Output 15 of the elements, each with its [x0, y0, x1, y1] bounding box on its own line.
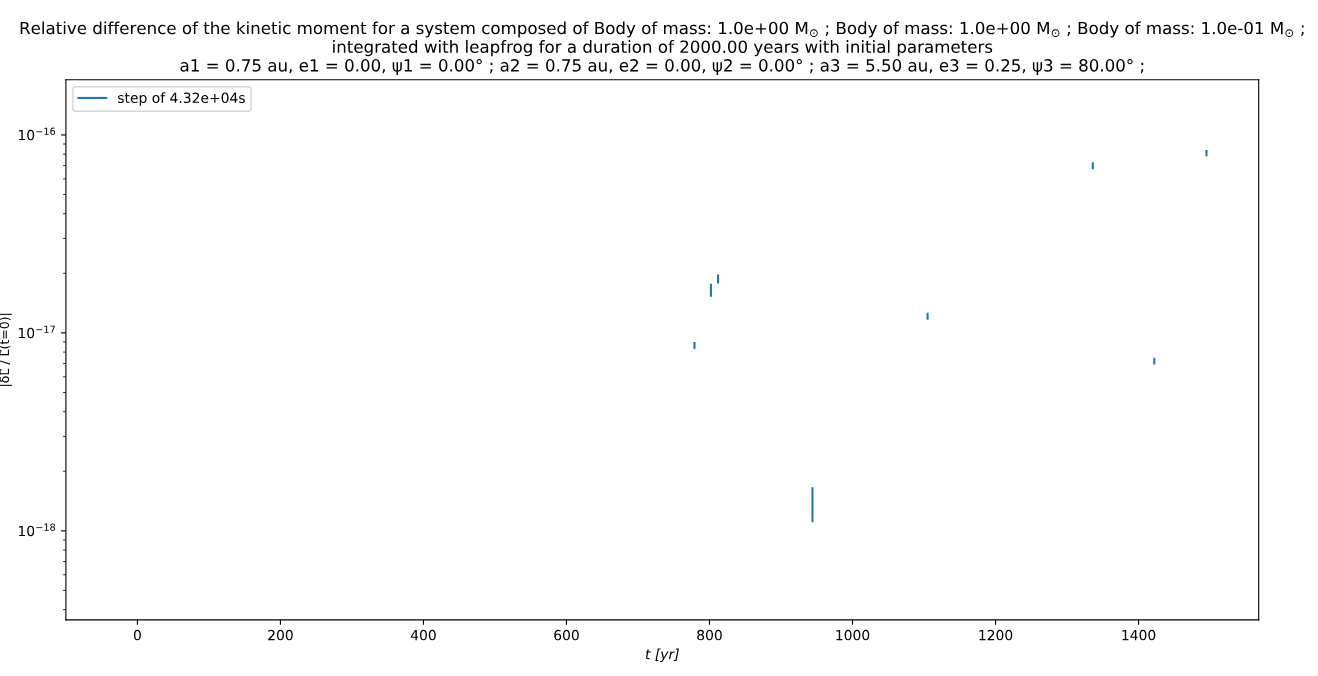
y-tick-label: 10$^{−17}$: [18, 325, 55, 339]
x-tick-label: 1200: [979, 629, 1013, 641]
y-axis-title: |δL⃗ / L⃗(t=0)|: [0, 313, 12, 386]
x-tick-label: 800: [697, 629, 722, 641]
x-tick-label: 400: [410, 629, 436, 641]
x-tick-label: 1400: [1122, 629, 1156, 641]
x-axis-title: t [yr]: [645, 648, 679, 663]
x-tick-label: 0: [133, 629, 141, 641]
chart-title: Relative difference of the kinetic moment for a system composed of Body of mass: 1.0e+00 M$_{⊙}$ ; Body of mass: 1.0e+00 M$_{⊙}$ ; Body of mass: 1.0e-01 M$_{⊙}$ ; integrated with leapfrog for a duration of 2000.00 years with initial parameters a1 = 0.75 au, e1 = 0.00, ψ1 = 0.00° ; a2 = 0.75 au, e2 = 0.00, ψ2 = 0.00° ; a3 = 5.50 au, e3 = 0.25, ψ3 = 80.00° ;: [20, 21, 1304, 75]
x-tick-label: 200: [268, 629, 293, 641]
x-tick-label: 600: [554, 629, 579, 641]
y-tick-label: 10$^{−18}$: [18, 523, 56, 537]
x-tick-label: 1000: [836, 629, 870, 641]
legend-label: step of 4.32e+04s: [118, 92, 245, 106]
y-tick-label: 10$^{−16}$: [18, 127, 56, 141]
